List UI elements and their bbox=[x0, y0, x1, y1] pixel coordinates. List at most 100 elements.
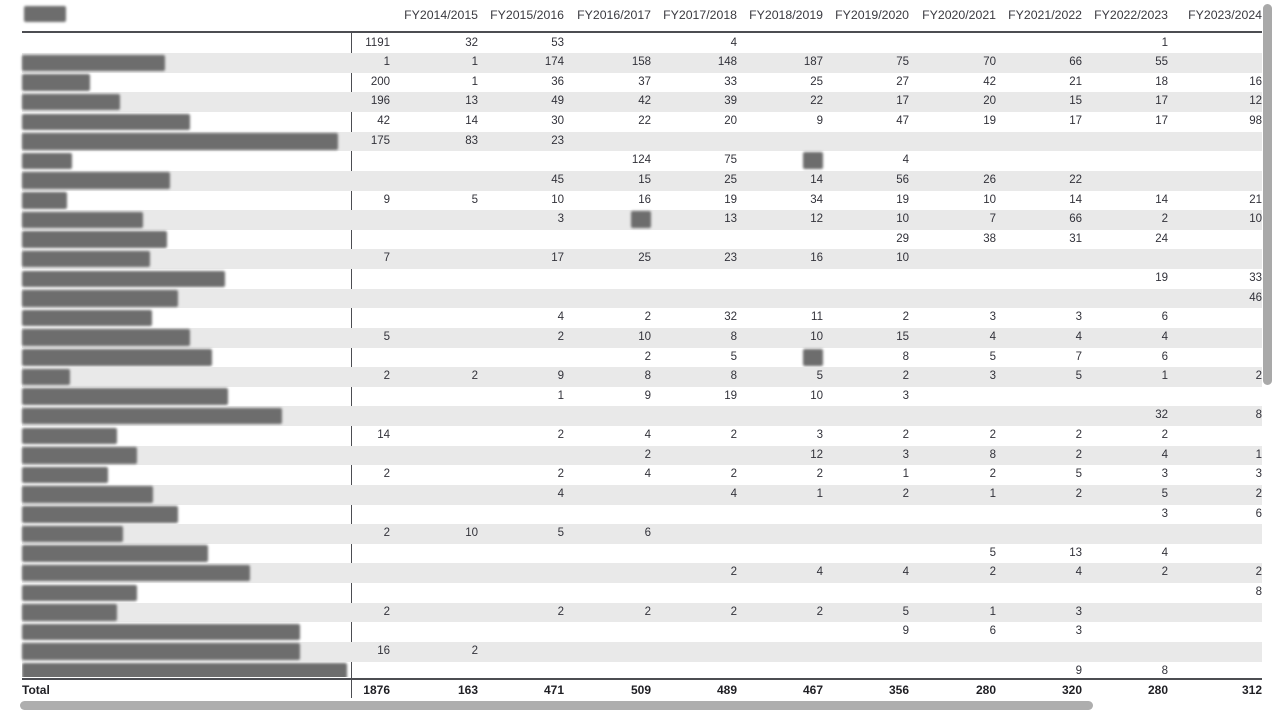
table-row: 200 1 36 37 33 25 27 42 21 18 16 bbox=[22, 73, 1262, 93]
cell-value: 23 bbox=[551, 134, 564, 147]
cell-value: 42 bbox=[983, 75, 996, 88]
cell-value: 1 bbox=[1161, 370, 1168, 383]
row-label-redacted bbox=[22, 290, 178, 307]
cell-value: 9 bbox=[1075, 664, 1082, 677]
cell-value: 10 bbox=[1249, 213, 1262, 226]
cell-value: 2 bbox=[1075, 487, 1082, 500]
table-row: 1191 32 53 4 1 bbox=[22, 34, 1262, 54]
cell-value: 1 bbox=[902, 468, 909, 481]
cell-value: 4 bbox=[1075, 330, 1082, 343]
cell-value: 1 bbox=[989, 605, 996, 618]
cell-value: 83 bbox=[465, 134, 478, 147]
cell-value: 3 bbox=[989, 311, 996, 324]
cell-value: 2 bbox=[989, 468, 996, 481]
cell-value: 196 bbox=[370, 95, 390, 108]
row-label-redacted bbox=[22, 172, 170, 189]
cell-value-redacted bbox=[803, 348, 823, 366]
column-header-fy2016-2017[interactable]: FY2016/2017 bbox=[577, 8, 651, 22]
row-label-redacted bbox=[22, 231, 167, 248]
cell-value: 5 bbox=[989, 546, 996, 559]
row-label-redacted bbox=[22, 211, 143, 229]
cell-value: 29 bbox=[896, 232, 909, 245]
cell-value: 4 bbox=[902, 566, 909, 579]
cell-value: 2 bbox=[1075, 448, 1082, 461]
cell-value: 200 bbox=[370, 75, 390, 88]
cell-value: 30 bbox=[551, 115, 564, 127]
row-label-redacted bbox=[22, 584, 137, 601]
cell-value: 4 bbox=[902, 154, 909, 167]
cell-value: 1 bbox=[471, 75, 478, 88]
column-header-fy2023-2024[interactable]: FY2023/2024 bbox=[1188, 8, 1262, 22]
cell-value: 3 bbox=[1075, 625, 1082, 638]
cell-value: 2 bbox=[1255, 487, 1262, 500]
cell-value: 2 bbox=[557, 429, 564, 441]
table-row: 19 33 bbox=[22, 269, 1262, 289]
table-row: 196 13 49 42 39 22 17 20 15 17 12 bbox=[22, 92, 1262, 112]
column-header-fy2020-2021[interactable]: FY2020/2021 bbox=[922, 8, 996, 22]
cell-value: 4 bbox=[557, 311, 564, 324]
cell-value: 2 bbox=[1255, 370, 1262, 383]
cell-value: 13 bbox=[1069, 546, 1082, 559]
cell-value: 32 bbox=[465, 36, 478, 49]
cell-value-redacted bbox=[803, 152, 823, 170]
column-header-fy2018-2019[interactable]: FY2018/2019 bbox=[749, 8, 823, 22]
cell-value: 2 bbox=[1075, 429, 1082, 441]
cell-value: 2 bbox=[557, 605, 564, 618]
cell-value: 2 bbox=[730, 468, 737, 481]
column-header-fy2014-2015[interactable]: FY2014/2015 bbox=[404, 8, 478, 22]
cell-value: 2 bbox=[383, 605, 390, 618]
total-cell-value: 467 bbox=[802, 682, 823, 697]
column-header-fy2017-2018[interactable]: FY2017/2018 bbox=[663, 8, 737, 22]
cell-value: 17 bbox=[551, 252, 564, 265]
cell-value: 13 bbox=[724, 213, 737, 226]
table-row: 14 2 4 2 3 2 2 2 2 bbox=[22, 426, 1262, 446]
row-label-redacted bbox=[22, 329, 190, 346]
column-header-fy2022-2023[interactable]: FY2022/2023 bbox=[1094, 8, 1168, 22]
cell-value: 2 bbox=[644, 350, 651, 363]
cell-value: 14 bbox=[810, 173, 823, 186]
cell-value: 66 bbox=[1069, 56, 1082, 69]
row-label-redacted bbox=[22, 368, 70, 386]
cell-value: 5 bbox=[989, 350, 996, 363]
column-header-fy2021-2022[interactable]: FY2021/2022 bbox=[1008, 8, 1082, 22]
cell-value: 10 bbox=[465, 527, 478, 540]
cell-value: 3 bbox=[1075, 605, 1082, 618]
cell-value: 4 bbox=[644, 468, 651, 481]
cell-value: 17 bbox=[1069, 115, 1082, 127]
cell-value: 2 bbox=[383, 370, 390, 383]
cell-value: 2 bbox=[902, 429, 909, 441]
row-label-redacted bbox=[22, 113, 190, 130]
cell-value: 2 bbox=[730, 429, 737, 441]
table-body: 1191 32 53 4 1 1 1 174 158 148 187 75 70 66 55 200 1 36 37… bbox=[0, 34, 1280, 677]
cell-value: 3 bbox=[1075, 311, 1082, 324]
table-row: 2 2 2 2 2 5 1 3 bbox=[22, 602, 1262, 623]
cell-value: 56 bbox=[896, 173, 909, 186]
total-cell-value: 356 bbox=[888, 682, 909, 697]
cell-value: 2 bbox=[989, 429, 996, 441]
cell-value: 19 bbox=[983, 115, 996, 127]
horizontal-scrollbar[interactable] bbox=[20, 701, 1093, 710]
cell-value: 15 bbox=[1069, 95, 1082, 108]
row-label-redacted bbox=[22, 663, 347, 677]
cell-value: 2 bbox=[989, 566, 996, 579]
cell-value: 6 bbox=[1255, 507, 1262, 520]
column-header-fy2019-2020[interactable]: FY2019/2020 bbox=[835, 8, 909, 22]
column-header-fy2015-2016[interactable]: FY2015/2016 bbox=[490, 8, 564, 22]
cell-value: 15 bbox=[638, 173, 651, 186]
cell-value: 1 bbox=[1255, 448, 1262, 461]
cell-value: 42 bbox=[638, 95, 651, 108]
table-row: 2 10 5 6 bbox=[22, 524, 1262, 544]
cell-value: 124 bbox=[631, 154, 651, 167]
row-label-redacted bbox=[22, 93, 120, 111]
row-label-redacted bbox=[22, 545, 208, 562]
row-label-redacted bbox=[22, 309, 152, 327]
table-row: 1 1 174 158 148 187 75 70 66 55 bbox=[22, 53, 1262, 73]
cell-value: 19 bbox=[1155, 272, 1168, 284]
vertical-scrollbar[interactable] bbox=[1263, 4, 1272, 385]
row-label-redacted bbox=[22, 54, 165, 72]
cell-value: 10 bbox=[810, 389, 823, 402]
cell-value: 7 bbox=[383, 252, 390, 265]
row-label-redacted bbox=[22, 74, 90, 91]
cell-value: 16 bbox=[638, 193, 651, 206]
